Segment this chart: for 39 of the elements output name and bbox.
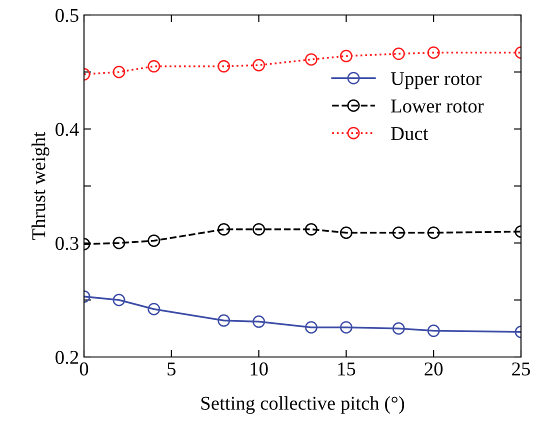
y-tick-label: 0.2 <box>56 350 78 364</box>
point <box>304 321 318 334</box>
point <box>252 223 266 236</box>
point <box>340 321 352 334</box>
point <box>148 234 160 247</box>
point <box>304 53 318 66</box>
point <box>252 315 266 328</box>
x-tick-label: 10 <box>250 362 268 376</box>
y-tick-label: 0.3 <box>56 236 78 250</box>
x-tick-label: 15 <box>338 362 356 376</box>
x-tick-label: 20 <box>424 362 443 376</box>
point <box>427 324 440 338</box>
legend-label: Upper rotor <box>390 72 482 90</box>
x-tick-label: 0 <box>80 362 88 376</box>
point <box>112 236 126 250</box>
y-axis-title: Thrust weight <box>32 132 50 240</box>
point <box>392 48 405 60</box>
x-tick-label: 25 <box>512 362 530 376</box>
point <box>112 66 126 78</box>
legend-label: Lower rotor <box>391 100 484 113</box>
point <box>340 50 352 62</box>
point <box>112 294 126 306</box>
x-axis-title: Setting collective pitch (°) <box>201 396 404 414</box>
point <box>427 226 440 239</box>
point <box>252 58 266 72</box>
point <box>392 322 405 335</box>
y-tick-label: 0.5 <box>56 8 78 22</box>
point <box>392 226 405 239</box>
x-tick-label: 5 <box>168 362 176 376</box>
point <box>427 46 440 59</box>
y-tick-label: 0.4 <box>56 122 79 136</box>
legend-label: Duct <box>391 127 428 140</box>
point <box>304 223 318 236</box>
point <box>340 226 352 239</box>
point <box>148 302 160 316</box>
point <box>218 314 230 327</box>
point <box>218 60 230 73</box>
point <box>148 60 160 73</box>
point <box>218 223 230 236</box>
